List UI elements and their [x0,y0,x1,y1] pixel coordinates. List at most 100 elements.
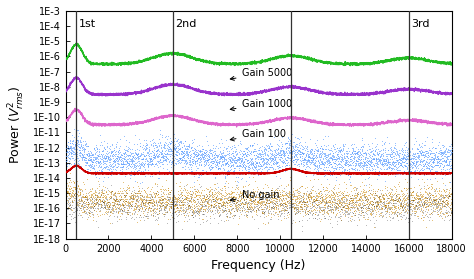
Point [332,205,339,210]
Point [174,189,182,194]
Point [91,173,99,177]
Point [264,201,272,206]
Point [297,194,304,198]
Point [257,156,264,160]
Point [78,189,86,193]
Point [75,157,82,162]
Point [83,196,91,201]
Point [229,158,237,162]
Point [222,200,230,205]
Point [308,147,315,152]
Point [332,197,339,201]
Point [123,196,130,201]
Point [138,206,146,210]
Point [180,184,188,188]
Point [417,167,424,171]
Point [135,151,142,156]
Point [84,144,92,148]
Point [416,205,423,210]
Point [191,153,199,157]
Point [162,203,169,208]
Point [117,158,125,163]
Point [275,209,283,213]
Point [437,150,445,154]
Point [106,196,114,200]
Point [320,143,328,148]
Point [354,212,362,216]
Point [326,198,333,202]
Point [144,210,151,215]
Point [236,154,243,159]
Point [262,202,269,206]
Point [306,150,313,154]
Point [169,201,176,206]
Point [441,202,448,206]
Point [111,203,118,208]
Point [342,201,349,206]
Point [174,137,182,141]
Point [237,164,245,169]
Point [357,152,365,157]
Point [165,198,173,203]
Point [182,196,190,200]
Point [166,151,173,156]
Point [138,162,146,167]
Point [362,190,369,194]
Point [424,199,431,204]
Point [275,194,283,198]
Point [200,196,207,201]
Point [338,208,346,212]
Point [338,196,346,201]
Point [431,209,439,213]
Point [279,205,286,210]
Point [407,157,414,161]
Point [227,198,235,202]
Point [108,207,115,211]
Point [115,157,123,161]
Point [85,151,92,156]
Point [158,207,165,211]
Point [371,152,379,157]
Point [156,141,164,145]
Point [390,164,398,168]
Point [218,195,225,200]
Point [116,170,124,174]
Point [370,207,378,211]
Point [378,194,386,199]
Point [139,203,147,207]
Point [363,208,371,212]
Point [292,167,300,171]
Point [273,142,281,146]
Point [244,207,252,211]
Point [183,159,191,164]
Point [281,200,289,205]
Point [283,163,291,167]
Point [78,198,86,203]
Point [171,202,179,206]
Point [350,157,358,161]
Point [330,197,338,202]
Point [432,196,440,201]
Point [73,178,81,183]
Point [288,154,295,158]
Point [401,194,409,198]
Point [257,154,265,159]
Point [285,141,293,145]
Point [202,168,210,173]
Point [234,182,241,187]
Point [312,191,320,195]
Point [200,154,207,158]
Point [402,164,410,169]
Point [272,188,279,192]
Point [92,201,100,205]
Point [176,198,184,203]
Point [130,142,137,146]
Point [349,196,356,200]
Point [142,141,149,146]
Point [228,203,236,207]
Point [257,152,265,157]
Point [364,204,372,209]
Point [447,164,454,169]
Point [70,162,78,166]
Point [190,212,197,217]
